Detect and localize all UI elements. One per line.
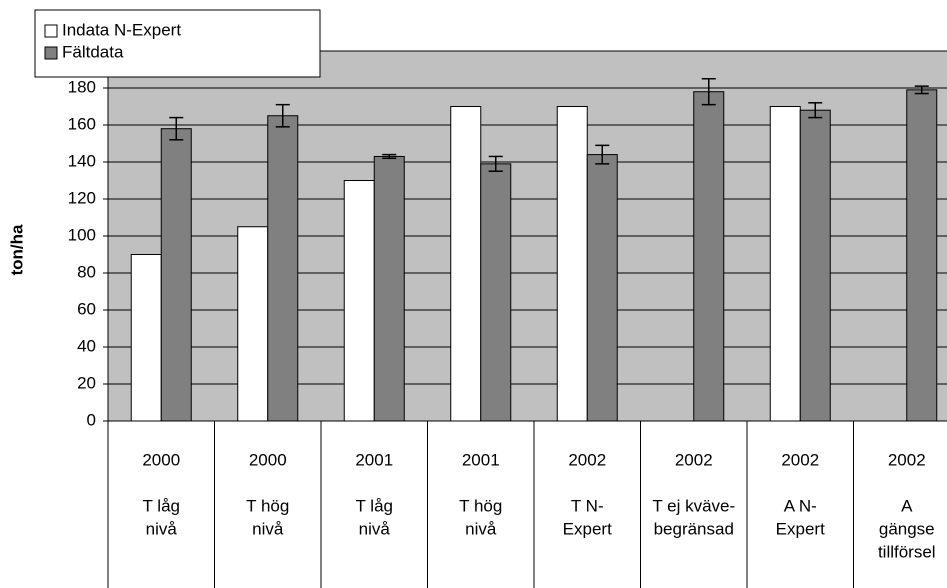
y-tick-label: 80 <box>77 262 96 281</box>
bar <box>480 163 512 422</box>
x-tick-label: Expert <box>563 519 612 538</box>
bar <box>450 106 482 422</box>
legend-label: Indata N-Expert <box>62 20 181 39</box>
x-tick-label: T hög <box>246 496 289 515</box>
y-tick-label: 40 <box>77 336 96 355</box>
bar <box>160 128 192 422</box>
x-tick-label: T hög <box>459 496 502 515</box>
legend <box>34 9 321 78</box>
x-tick-label: T låg <box>356 496 394 515</box>
x-tick-label: T ej kväve- <box>652 496 735 515</box>
x-year-label: 2001 <box>355 450 393 469</box>
legend-swatch <box>44 24 58 38</box>
bar <box>237 226 269 422</box>
x-tick-label: A <box>901 496 913 515</box>
bar <box>906 89 938 422</box>
bar <box>586 154 618 422</box>
bar <box>693 91 725 422</box>
bar <box>556 106 588 422</box>
bar <box>267 115 299 422</box>
x-tick-label: nivå <box>359 519 391 538</box>
bar <box>343 180 375 422</box>
x-year-label: 2002 <box>888 450 926 469</box>
bar <box>373 155 405 422</box>
legend-swatch <box>44 46 58 60</box>
bar <box>799 109 831 422</box>
x-tick-label: gängse <box>879 519 935 538</box>
legend-label: Fältdata <box>62 42 124 61</box>
bar <box>769 106 801 422</box>
y-tick-label: 140 <box>68 151 96 170</box>
y-tick-label: 100 <box>68 225 96 244</box>
x-year-label: 2001 <box>462 450 500 469</box>
x-tick-label: nivå <box>146 519 178 538</box>
x-tick-label: nivå <box>465 519 497 538</box>
x-tick-label: nivå <box>252 519 284 538</box>
x-tick-label: T låg <box>143 496 181 515</box>
y-tick-label: 120 <box>68 188 96 207</box>
y-axis-label: ton/ha <box>7 224 26 276</box>
x-tick-label: tillförsel <box>878 542 936 561</box>
y-tick-label: 60 <box>77 299 96 318</box>
y-tick-label: 180 <box>68 77 96 96</box>
x-year-label: 2002 <box>675 450 713 469</box>
x-year-label: 2002 <box>568 450 606 469</box>
x-tick-label: A N- <box>784 496 817 515</box>
x-year-label: 2000 <box>249 450 287 469</box>
x-tick-label: begränsad <box>654 519 734 538</box>
x-tick-label: Expert <box>776 519 825 538</box>
y-tick-label: 0 <box>87 410 96 429</box>
x-tick-label: T N- <box>571 496 604 515</box>
x-year-label: 2000 <box>142 450 180 469</box>
bar <box>130 254 162 422</box>
y-tick-label: 20 <box>77 373 96 392</box>
y-tick-label: 160 <box>68 114 96 133</box>
x-year-label: 2002 <box>781 450 819 469</box>
